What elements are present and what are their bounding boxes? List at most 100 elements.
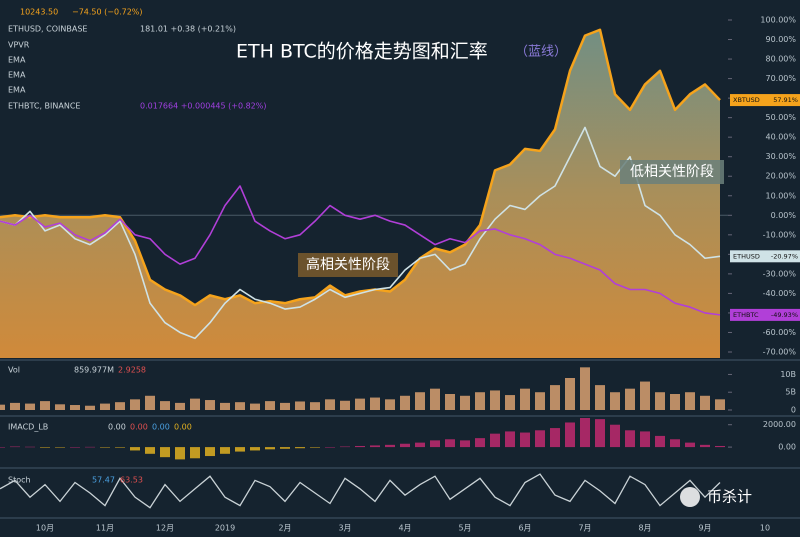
readout: 0.00: [174, 423, 192, 432]
volume-bar: [625, 388, 635, 410]
readout: 63.53: [120, 476, 143, 485]
panel-title: IMACD_LB: [8, 423, 48, 432]
macd-bar: [310, 447, 320, 448]
series-line: [0, 126, 721, 340]
x-tick-label: 2月: [278, 524, 291, 533]
volume-bar: [370, 397, 380, 410]
macd-bar: [235, 447, 245, 452]
macd-bar: [700, 444, 710, 448]
volume-bar: [670, 394, 680, 410]
x-tick-label: 12月: [156, 524, 174, 533]
macd-bar: [685, 442, 695, 448]
volume-bar: [610, 392, 620, 410]
volume-bar: [235, 402, 245, 410]
macd-bar: [85, 446, 95, 448]
volume-bar: [700, 395, 710, 410]
panel-title: Vol: [8, 366, 20, 375]
volume-bar: [565, 378, 575, 410]
price-tag-name: ETHUSD: [733, 252, 760, 260]
volume-bar: [265, 401, 275, 410]
macd-bar: [565, 422, 575, 448]
volume-bar: [70, 405, 80, 410]
macd-bar: [130, 447, 140, 451]
x-tick-label: 4月: [398, 524, 411, 533]
indicator: EMA: [8, 56, 26, 65]
macd-bar: [670, 439, 680, 448]
macd-bar: [610, 424, 620, 448]
y-tick-label: 20.00%: [765, 172, 796, 181]
area: [0, 29, 720, 359]
annotation: 高相关性阶段: [306, 256, 390, 273]
volume-bar: [220, 402, 230, 410]
x-tick-label: 8月: [638, 524, 651, 533]
separator: [0, 517, 800, 519]
volume-bar: [25, 403, 35, 410]
macd-bar: [640, 431, 650, 448]
indicator: VPVR: [8, 41, 30, 50]
volume-bar: [10, 402, 20, 410]
annotation: 低相关性阶段: [630, 164, 714, 180]
volume-bar: [595, 385, 605, 410]
macd-bar: [325, 447, 335, 448]
volume-bar: [115, 402, 125, 410]
volume-bar: [40, 401, 50, 410]
macd-bar: [190, 447, 200, 459]
series-line: [0, 28, 721, 307]
price-tag-name: ETHBTC: [733, 311, 759, 319]
volume-bar: [295, 401, 305, 410]
volume-bar: [445, 394, 455, 410]
volume-bar: [205, 400, 215, 410]
x-tick-label: 11月: [96, 524, 114, 533]
plot: 100.00%90.00%80.00%70.00%60.00%50.00%40.…: [0, 16, 800, 533]
y-tick-label: 2000.00: [763, 420, 796, 429]
y-tick-label: 0.00%: [771, 211, 797, 220]
volume-bar: [340, 400, 350, 410]
volume-bar: [100, 403, 110, 410]
indicator: EMA: [8, 86, 26, 95]
y-tick-label: 80.00%: [765, 55, 796, 64]
price-tag-value: -20.97%: [771, 252, 798, 260]
macd-bar: [475, 438, 485, 448]
volume-bar: [505, 395, 515, 410]
volume-bar: [580, 367, 590, 410]
macd-bar: [280, 447, 290, 449]
x-tick-label: 3月: [338, 524, 351, 533]
macd-bar: [25, 446, 35, 448]
volume-bar: [415, 392, 425, 410]
macd-bar: [220, 447, 230, 454]
macd-bar: [250, 447, 260, 451]
volume-bar: [655, 392, 665, 410]
y-tick-label: 40.00%: [765, 133, 796, 142]
macd-bar: [0, 447, 5, 448]
y-tick-label: 90.00%: [765, 35, 796, 44]
readout: 2.9258: [118, 366, 146, 375]
y-tick-label: 100.00%: [760, 16, 796, 25]
stoch-line: [0, 473, 721, 509]
readout: 0.00: [130, 423, 148, 432]
volume-bar: [685, 392, 695, 410]
y-tick-label: 10B: [780, 370, 796, 379]
readout: 0.00: [152, 423, 170, 432]
macd-bar: [160, 447, 170, 458]
macd-bar: [265, 447, 275, 450]
macd-bar: [295, 447, 305, 449]
macd-bar: [490, 433, 500, 448]
volume-bar: [85, 405, 95, 410]
watermark: 币杀计: [707, 488, 752, 506]
x-tick-label: 7月: [578, 524, 591, 533]
volume-bar: [715, 399, 725, 410]
annotation-box: [298, 253, 398, 277]
macd-bar: [385, 444, 395, 448]
volume-bar: [385, 399, 395, 410]
separator: [0, 359, 800, 361]
volume-bar: [400, 395, 410, 410]
x-tick-label: 5月: [458, 524, 471, 533]
series-line: [0, 185, 721, 316]
separator: [0, 415, 800, 417]
volume-bar: [160, 401, 170, 410]
y-tick-label: -10.00%: [763, 230, 797, 239]
chart-title: ETH BTC的价格走势图和汇率: [236, 41, 488, 63]
y-tick-label: 0: [791, 406, 796, 415]
price-tag-name: XBTUSD: [733, 96, 760, 104]
